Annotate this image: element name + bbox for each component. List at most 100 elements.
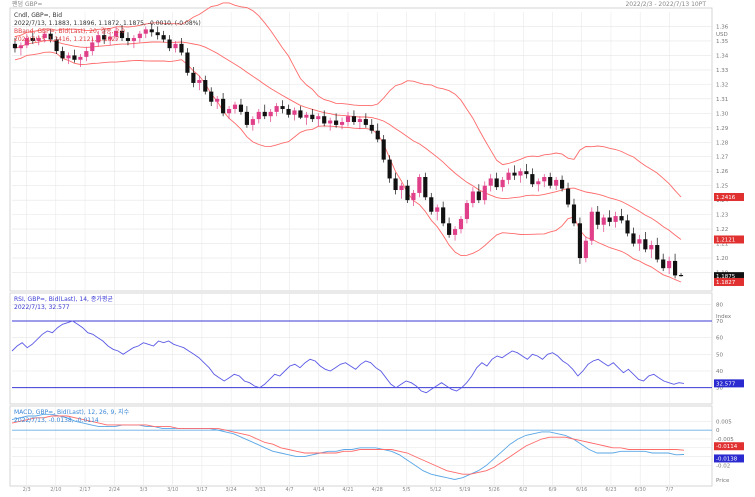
x-tick-label: 2/24 bbox=[109, 487, 120, 493]
candle bbox=[209, 87, 214, 107]
candle bbox=[30, 32, 35, 44]
price-tick-label: 1.25 bbox=[716, 184, 729, 190]
price-unit-label: USD bbox=[716, 32, 728, 38]
candle-body bbox=[554, 179, 559, 186]
price-tick-label: 1.27 bbox=[716, 155, 729, 161]
price-tick-label: 1.24 bbox=[716, 198, 729, 204]
candle-body bbox=[334, 120, 339, 125]
x-tick-label: 4/21 bbox=[342, 487, 353, 493]
candle-body bbox=[18, 45, 24, 49]
macd-panel-frame bbox=[9, 405, 713, 487]
legend-macd: MACD, GBP=, Bid(Last), 12, 26, 9, 지수 bbox=[14, 408, 130, 416]
candle-body bbox=[571, 204, 577, 224]
candle-body bbox=[78, 56, 83, 60]
x-tick-label: 2/10 bbox=[50, 487, 61, 493]
candle-body bbox=[631, 233, 636, 244]
candle-body bbox=[143, 29, 148, 34]
candle-body bbox=[125, 38, 131, 41]
candle-body bbox=[244, 111, 249, 125]
candle-body bbox=[197, 80, 202, 83]
candle-body bbox=[393, 178, 398, 191]
candle bbox=[78, 53, 83, 67]
candle-body bbox=[542, 177, 547, 182]
candle bbox=[678, 273, 684, 277]
candle-body bbox=[441, 207, 446, 224]
candle bbox=[345, 111, 351, 127]
candle-body bbox=[512, 172, 517, 176]
candle-body bbox=[411, 192, 416, 201]
rsi-value-tag-bg bbox=[714, 379, 744, 388]
candle-body bbox=[119, 30, 125, 39]
candle bbox=[256, 108, 261, 124]
candle-body bbox=[601, 217, 606, 225]
candle bbox=[381, 135, 386, 163]
last-price-tag: 1.1875 bbox=[716, 274, 736, 280]
x-tick-label: 6/2 bbox=[519, 487, 527, 493]
candle-body bbox=[185, 52, 190, 73]
candle bbox=[221, 93, 226, 117]
candle bbox=[191, 67, 196, 88]
bband-lower bbox=[14, 51, 682, 283]
legend-bband-values: 2022/7/13, 1.2416, 1.2121, 1.1827 bbox=[14, 36, 119, 43]
candle bbox=[298, 106, 303, 120]
candle-body bbox=[548, 177, 553, 186]
candle-body bbox=[60, 51, 65, 59]
candle bbox=[12, 38, 18, 53]
legend-macd-values: 2022/7/13, -0.0138, -0.0114 bbox=[14, 417, 99, 424]
candle bbox=[268, 108, 273, 122]
candle-body bbox=[328, 120, 333, 124]
candle bbox=[113, 26, 119, 41]
candle bbox=[363, 113, 368, 128]
candle-body bbox=[363, 119, 368, 125]
candle-body bbox=[589, 211, 594, 241]
candle bbox=[631, 227, 636, 247]
candle bbox=[316, 113, 321, 127]
y-axes: 1.36 1.35 1.34 1.33 1.32 1.31 1.30 1.29 1.28 1.27… bbox=[714, 24, 744, 484]
rsi-tick-label: 60 bbox=[716, 336, 723, 342]
candle-body bbox=[387, 159, 392, 179]
x-tick-label: 5/5 bbox=[402, 487, 410, 493]
candle bbox=[387, 155, 392, 183]
bband-middle-tag: 1.2121 bbox=[716, 237, 735, 243]
candle-body bbox=[447, 223, 452, 235]
candle bbox=[649, 240, 654, 259]
candle bbox=[185, 48, 190, 76]
candle-body bbox=[310, 114, 315, 120]
rsi-panel-frame bbox=[9, 292, 713, 405]
candle bbox=[441, 201, 446, 227]
candle bbox=[292, 107, 297, 121]
candle bbox=[411, 190, 416, 206]
candle bbox=[102, 29, 107, 44]
candle bbox=[423, 172, 428, 201]
grid-layer bbox=[12, 12, 712, 486]
price-tick-label: 1.30 bbox=[716, 111, 729, 117]
candle bbox=[54, 36, 59, 54]
candle bbox=[161, 30, 166, 43]
x-tick-label: 5/12 bbox=[430, 487, 441, 493]
candle bbox=[137, 30, 142, 43]
candle bbox=[262, 104, 267, 120]
candle bbox=[542, 174, 547, 188]
candle bbox=[96, 30, 101, 47]
candle bbox=[310, 108, 315, 122]
candle-body bbox=[595, 211, 600, 225]
price-tick-label: 1.23 bbox=[716, 213, 729, 219]
candle bbox=[108, 32, 113, 46]
candle bbox=[506, 168, 511, 185]
candle-body bbox=[96, 35, 101, 43]
x-tick-label: 6/16 bbox=[576, 487, 587, 493]
rsi-plot bbox=[11, 320, 712, 394]
rsi-value-tag: 32.577 bbox=[716, 381, 736, 387]
candle bbox=[304, 111, 309, 125]
candle bbox=[643, 232, 648, 253]
candle-body bbox=[458, 218, 464, 230]
candle-body bbox=[452, 229, 458, 235]
candle-body bbox=[42, 33, 47, 39]
candle bbox=[625, 214, 630, 237]
candle bbox=[18, 42, 24, 56]
legend-rsi: RSI, GBP=, Bid(Last), 14, 종가평균 bbox=[14, 295, 113, 303]
macd-value-tag: -0.0138 bbox=[716, 456, 738, 462]
candle bbox=[530, 168, 535, 188]
candle-body bbox=[649, 245, 654, 250]
